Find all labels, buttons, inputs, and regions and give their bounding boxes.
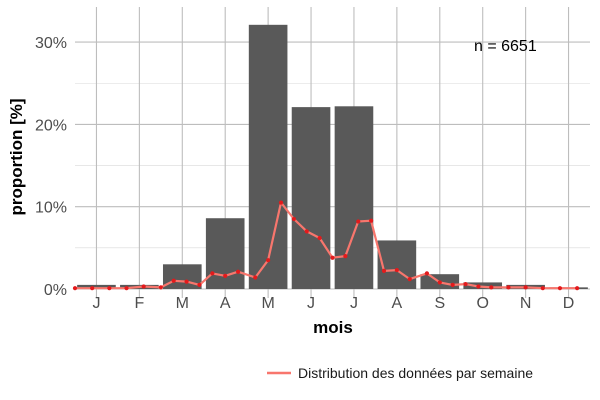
x-tick-label: N xyxy=(520,295,532,312)
x-tick-label: M xyxy=(261,295,274,312)
weekly-point xyxy=(304,229,309,234)
weekly-point xyxy=(223,273,228,278)
bar xyxy=(291,107,331,289)
x-axis-title: mois xyxy=(313,318,353,337)
weekly-point xyxy=(506,285,511,290)
weekly-point xyxy=(557,286,563,291)
bar xyxy=(334,106,374,289)
bar xyxy=(248,24,288,290)
legend-label: Distribution des données par semaine xyxy=(298,365,533,381)
weekly-point xyxy=(197,282,202,287)
weekly-point xyxy=(141,284,146,289)
x-tick-label: J xyxy=(92,295,100,312)
y-axis-title: proportion [%] xyxy=(7,98,26,215)
weekly-line xyxy=(72,200,580,291)
y-tick-label: 10% xyxy=(35,200,67,217)
weekly-point xyxy=(463,281,468,287)
x-tick-label: A xyxy=(220,295,231,312)
y-ticks: 0% 10% 20% 30% xyxy=(35,35,67,299)
weekly-point xyxy=(523,285,528,290)
weekly-point xyxy=(72,286,78,291)
weekly-point xyxy=(369,218,374,223)
bar xyxy=(205,218,245,289)
weekly-point xyxy=(291,216,296,222)
weekly-point xyxy=(158,285,163,290)
weekly-point xyxy=(266,258,271,263)
weekly-point xyxy=(184,279,189,284)
x-tick-label: J xyxy=(307,295,315,312)
weekly-point xyxy=(235,269,241,274)
weekly-point xyxy=(476,284,481,289)
weekly-point xyxy=(171,278,176,283)
weekly-point xyxy=(278,200,284,205)
bar xyxy=(162,264,202,289)
weekly-point xyxy=(107,286,112,291)
weekly-point xyxy=(330,255,335,260)
weekly-point xyxy=(489,285,494,290)
bar xyxy=(77,284,116,289)
weekly-point xyxy=(253,275,258,280)
weekly-point xyxy=(540,286,545,291)
y-tick-label: 0% xyxy=(44,282,67,299)
weekly-line-path xyxy=(75,201,578,290)
weekly-point xyxy=(407,277,412,282)
weekly-point xyxy=(356,219,361,224)
n-annotation: n = 6651 xyxy=(474,38,537,55)
x-tick-label: D xyxy=(563,295,575,312)
weekly-point xyxy=(450,282,455,287)
weekly-point xyxy=(124,286,129,291)
bars xyxy=(77,24,588,290)
x-tick-label: O xyxy=(476,295,488,312)
weekly-point xyxy=(343,253,348,259)
x-tick-label: S xyxy=(434,295,445,312)
legend: Distribution des données par semaine xyxy=(267,365,533,381)
x-tick-label: F xyxy=(134,295,144,312)
weekly-point xyxy=(210,271,215,276)
x-tick-label: M xyxy=(176,295,189,312)
y-tick-label: 20% xyxy=(35,117,67,134)
weekly-point xyxy=(575,286,580,291)
weekly-point xyxy=(381,268,387,273)
y-tick-label: 30% xyxy=(35,35,67,52)
x-tick-label: A xyxy=(392,295,403,312)
weekly-point xyxy=(424,271,430,276)
weekly-point xyxy=(437,280,442,285)
weekly-point xyxy=(317,235,322,241)
x-tick-label: J xyxy=(350,295,358,312)
weekly-point xyxy=(90,286,95,291)
weekly-point xyxy=(394,267,399,273)
